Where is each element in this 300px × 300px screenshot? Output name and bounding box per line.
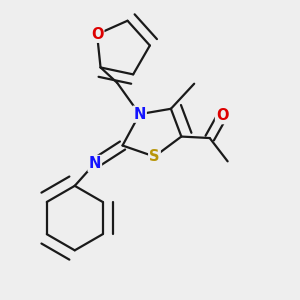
Text: N: N xyxy=(134,107,146,122)
Text: O: O xyxy=(91,27,103,42)
Text: O: O xyxy=(216,108,229,123)
Text: S: S xyxy=(149,149,160,164)
Text: N: N xyxy=(88,156,101,171)
